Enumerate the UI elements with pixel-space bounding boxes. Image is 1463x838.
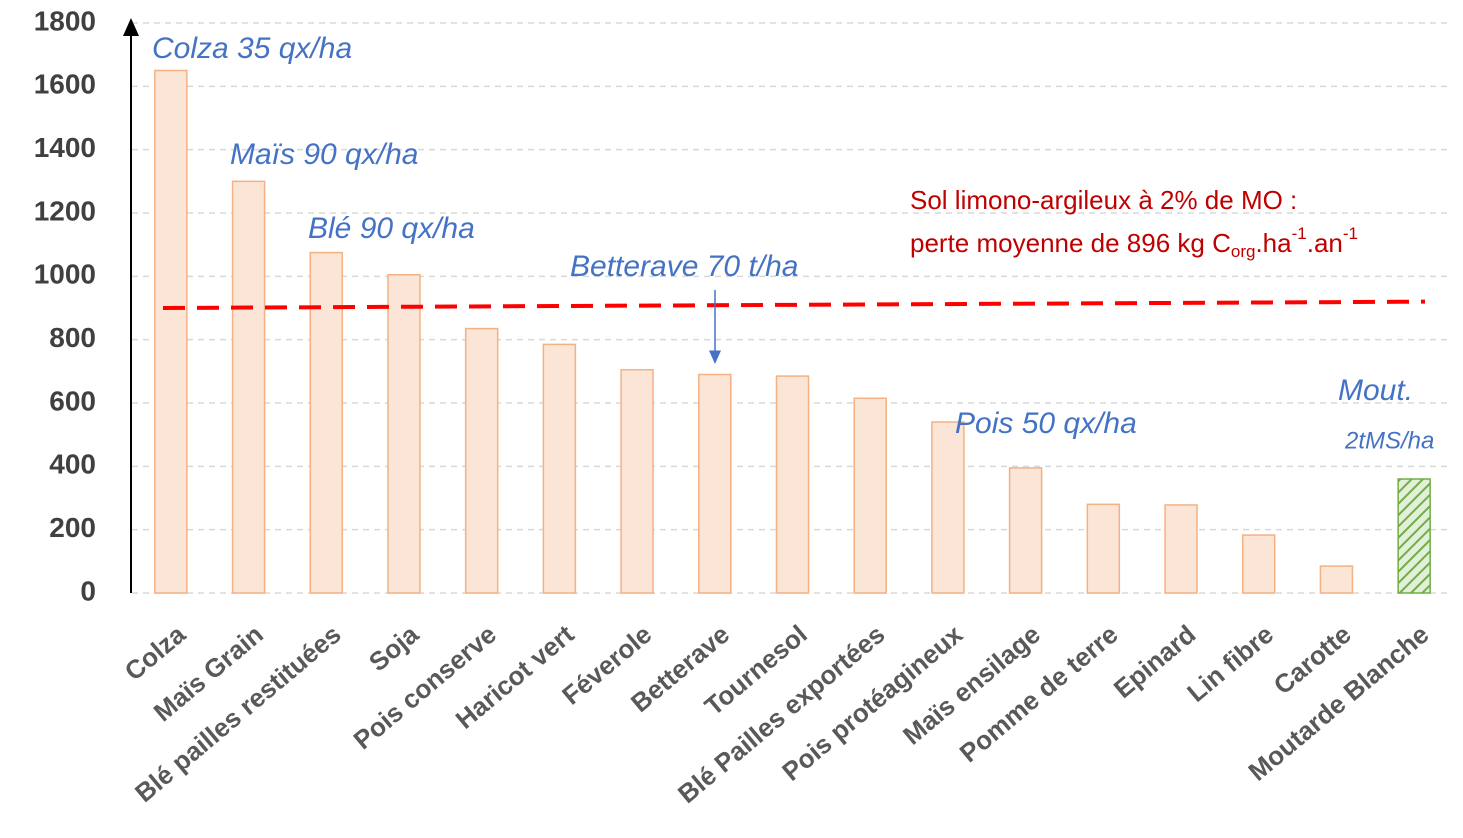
y-tick-label: 1000 (34, 259, 96, 290)
bar (853, 397, 887, 594)
note-segment: org (1231, 242, 1256, 261)
reference-line (162, 299, 1426, 310)
y-tick-label: 400 (49, 449, 96, 480)
y-tick-label: 1400 (34, 132, 96, 163)
bar (387, 274, 421, 594)
bar (1008, 467, 1043, 594)
annotation: Blé 90 qx/ha (308, 212, 475, 245)
y-tick-label: 0 (80, 575, 96, 606)
bar (698, 373, 732, 594)
note-segment: perte moyenne de 896 kg C (910, 228, 1231, 258)
y-tick-label: 1200 (34, 195, 96, 226)
annotation: Maïs 90 qx/ha (230, 138, 418, 171)
bar (1397, 478, 1431, 594)
note-line: Sol limono-argileux à 2% de MO : (910, 185, 1297, 215)
bar (1164, 504, 1198, 594)
bar (775, 375, 810, 594)
bar (931, 421, 965, 594)
annotation: Betterave 70 t/ha (570, 250, 799, 283)
x-tick-label: Lin fibre (1181, 619, 1279, 708)
bar (464, 327, 499, 594)
annotation: Mout. (1338, 374, 1413, 407)
bar (1241, 534, 1276, 594)
note-segment: -1 (1292, 224, 1307, 243)
x-tick-label: Soja (363, 619, 425, 678)
bar (542, 343, 577, 594)
note-segment: .an (1307, 228, 1343, 258)
bar (1319, 565, 1354, 594)
y-tick-label: 1600 (34, 69, 96, 100)
y-tick-label: 200 (49, 512, 96, 543)
bar (231, 180, 266, 594)
y-tick-label: 800 (49, 322, 96, 353)
y-tick-label: 600 (49, 385, 96, 416)
bar (1086, 503, 1121, 594)
bar (154, 69, 188, 594)
annotation: Colza 35 qx/ha (152, 32, 352, 65)
note-segment: -1 (1343, 224, 1358, 243)
bar (620, 369, 654, 594)
bar (309, 251, 344, 594)
annotation: Pois 50 qx/ha (955, 407, 1137, 440)
note-segment: .ha (1255, 228, 1292, 258)
annotation: 2tMS/ha (1344, 427, 1434, 454)
note-line: perte moyenne de 896 kg Corg.ha-1.an-1 (910, 224, 1358, 261)
y-tick-label: 1800 (34, 5, 96, 36)
